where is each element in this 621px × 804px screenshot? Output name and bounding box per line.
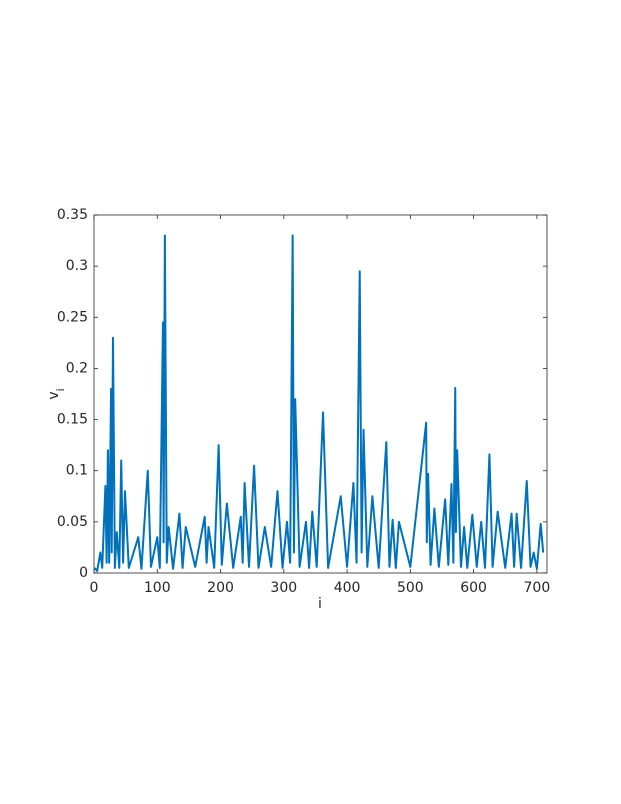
x-tick-label: 300 — [270, 580, 297, 596]
y-tick-label: 0.05 — [57, 514, 88, 530]
data-line — [93, 234, 545, 572]
x-tick-label: 600 — [460, 580, 487, 596]
y-tick-label: 0.3 — [66, 258, 88, 274]
y-tick-label: 0.15 — [57, 412, 88, 428]
y-tick-label: 0.2 — [66, 360, 88, 376]
x-tick-label: 700 — [524, 580, 551, 596]
x-tick-label: 500 — [397, 580, 424, 596]
x-tick-label: 200 — [207, 580, 234, 596]
y-axis-label-main: v — [46, 391, 62, 399]
plot-area — [93, 214, 548, 574]
y-axis-label: vi — [46, 388, 67, 399]
y-tick-label: 0.35 — [57, 207, 88, 223]
y-tick-label: 0.1 — [66, 463, 88, 479]
x-tick-label: 100 — [144, 580, 171, 596]
x-tick-label: 0 — [90, 580, 99, 596]
x-axis-label: i — [318, 596, 322, 612]
x-tick-label: 400 — [334, 580, 361, 596]
y-tick-label: 0.25 — [57, 309, 88, 325]
y-tick-label: 0 — [79, 565, 88, 581]
y-axis-label-subscript: i — [54, 388, 67, 391]
